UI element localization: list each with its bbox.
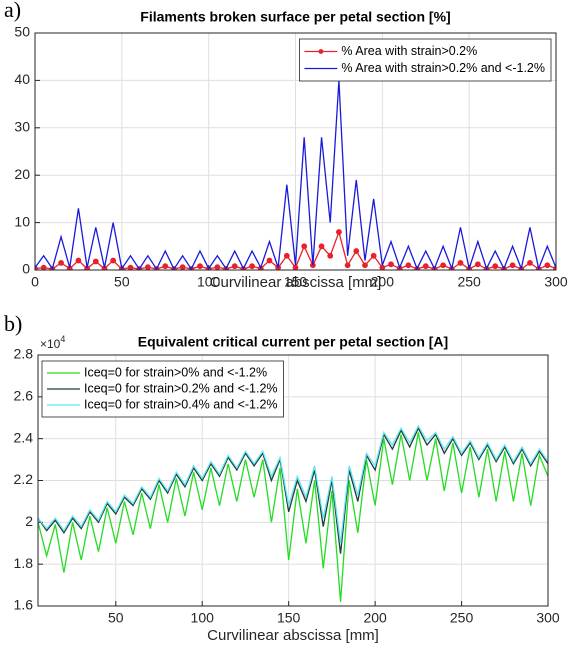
panel-label: b) — [4, 311, 22, 336]
y-tick-label: 0 — [22, 261, 30, 277]
y-tick-label: 10 — [14, 213, 30, 229]
data-point — [197, 263, 203, 270]
series-line — [38, 432, 548, 602]
data-point — [231, 263, 238, 270]
legend-label: % Area with strain>0.2% and <-1.2% — [341, 61, 545, 75]
data-point — [249, 263, 255, 270]
data-point — [318, 243, 325, 250]
y-multiplier-exponent: 4 — [60, 334, 65, 344]
x-tick-label: 250 — [457, 274, 481, 290]
data-point — [327, 252, 334, 259]
data-point — [110, 257, 117, 264]
y-multiplier: ×104 — [40, 334, 65, 351]
legend-label: % Area with strain>0.2% — [341, 44, 477, 58]
x-tick-label: 150 — [277, 610, 301, 626]
series-line — [35, 80, 556, 270]
data-point — [162, 263, 169, 270]
x-tick-label: 50 — [108, 610, 124, 626]
x-tick-label: 50 — [114, 274, 130, 290]
x-tick-label: 100 — [191, 610, 215, 626]
legend: % Area with strain>0.2% % Area with strai… — [299, 38, 552, 82]
data-point — [127, 264, 134, 270]
data-point — [474, 261, 481, 268]
x-tick-label: 100 — [197, 274, 221, 290]
data-point — [336, 229, 342, 235]
data-point — [92, 258, 99, 265]
legend-label: Iceq=0 for strain>0% and <-1.2% — [84, 365, 267, 379]
data-point — [544, 262, 551, 269]
x-axis-label: Curvilinear abscissa [mm] — [207, 627, 379, 644]
series-line — [38, 426, 548, 554]
y-multiplier-base: ×10 — [40, 337, 61, 351]
series-line — [38, 424, 548, 544]
data-point — [266, 257, 273, 264]
x-tick-label: 0 — [31, 274, 39, 290]
data-point — [457, 259, 464, 266]
data-point — [492, 263, 499, 270]
y-tick-label: 50 — [14, 24, 30, 40]
legend-label: Iceq=0 for strain>0.4% and <-1.2% — [84, 397, 278, 411]
x-tick-label: 200 — [363, 610, 387, 626]
panel-label: a) — [4, 0, 21, 22]
chart-title: Equivalent critical current per petal se… — [138, 334, 448, 350]
y-tick-label: 30 — [14, 119, 30, 135]
data-point — [75, 257, 82, 264]
axes-box — [34, 32, 557, 271]
data-point — [214, 264, 221, 270]
plot-lines — [38, 424, 548, 602]
data-point — [344, 262, 351, 269]
y-tick-label: 20 — [14, 166, 30, 182]
y-tick-label: 40 — [14, 71, 30, 87]
x-tick-label: 150 — [284, 274, 308, 290]
data-point — [527, 259, 533, 266]
data-point — [405, 262, 412, 269]
data-point — [379, 264, 386, 270]
axes-box — [37, 354, 549, 607]
legend: Iceq=0 for strain>0% and <-1.2% Iceq=0 fo… — [41, 360, 284, 418]
chart-title: Filaments broken surface per petal secti… — [140, 9, 450, 25]
data-point — [440, 262, 447, 269]
data-point — [58, 259, 64, 266]
data-point — [283, 252, 290, 259]
legend-marker — [318, 49, 324, 54]
data-point — [40, 264, 47, 270]
x-tick-label: 300 — [544, 274, 568, 290]
x-tick-label: 200 — [371, 274, 395, 290]
x-axis-label: Curvilinear abscissa [mm] — [210, 274, 382, 291]
y-tick-label: 1.6 — [14, 597, 34, 613]
data-point — [292, 264, 299, 270]
data-point — [353, 248, 360, 254]
y-tick-label: 2.8 — [14, 346, 34, 362]
y-tick-label: 1.8 — [14, 555, 34, 571]
data-point — [370, 252, 377, 259]
data-point — [301, 243, 308, 250]
legend-label: Iceq=0 for strain>0.2% and <-1.2% — [84, 381, 278, 395]
data-point — [179, 264, 186, 270]
plot-lines — [35, 80, 556, 270]
data-point — [388, 261, 394, 268]
x-tick-label: 250 — [450, 610, 474, 626]
y-tick-label: 2.2 — [14, 471, 34, 487]
y-tick-label: 2.4 — [14, 429, 34, 445]
x-tick-label: 300 — [536, 610, 560, 626]
data-point — [362, 262, 368, 269]
y-tick-label: 2 — [25, 513, 33, 529]
data-point — [509, 262, 516, 269]
data-point — [422, 263, 429, 270]
data-point — [144, 264, 151, 270]
y-tick-label: 2.6 — [14, 388, 34, 404]
legend-box — [41, 360, 284, 418]
legend-box — [299, 38, 552, 82]
